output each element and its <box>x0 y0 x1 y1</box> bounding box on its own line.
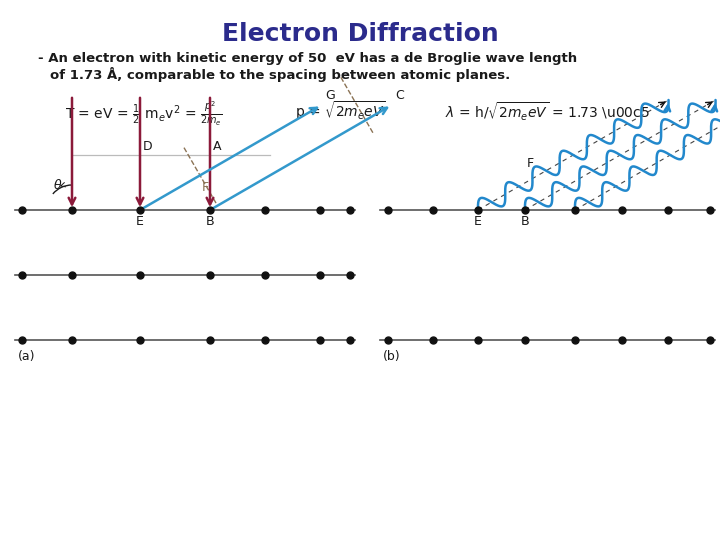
Text: of 1.73 Å, comparable to the spacing between atomic planes.: of 1.73 Å, comparable to the spacing bet… <box>50 67 510 82</box>
Text: D: D <box>143 140 153 153</box>
Text: B: B <box>206 215 215 228</box>
Text: E: E <box>474 215 482 228</box>
Text: - An electron with kinetic energy of 50  eV has a de Broglie wave length: - An electron with kinetic energy of 50 … <box>38 52 577 65</box>
Text: Electron Diffraction: Electron Diffraction <box>222 22 498 46</box>
Text: A: A <box>213 140 222 153</box>
Text: (a): (a) <box>18 350 35 363</box>
Text: B: B <box>521 215 529 228</box>
Text: $\theta$: $\theta$ <box>53 178 62 192</box>
Text: T = eV = $\frac{1}{2}$ m$_e$v$^2$ = $\frac{p^2}{2m_e}$: T = eV = $\frac{1}{2}$ m$_e$v$^2$ = $\fr… <box>65 100 222 128</box>
Text: G: G <box>325 89 335 102</box>
Text: (b): (b) <box>383 350 400 363</box>
Text: F: F <box>526 157 534 170</box>
Text: $\lambda$ = h/$\sqrt{2m_e eV}$ = 1.73 \u00c5: $\lambda$ = h/$\sqrt{2m_e eV}$ = 1.73 \u… <box>445 100 650 123</box>
Text: C: C <box>395 89 404 102</box>
Text: E: E <box>136 215 144 228</box>
Text: p = $\sqrt{2m_e eV}$: p = $\sqrt{2m_e eV}$ <box>295 100 386 123</box>
Text: F: F <box>202 181 209 194</box>
